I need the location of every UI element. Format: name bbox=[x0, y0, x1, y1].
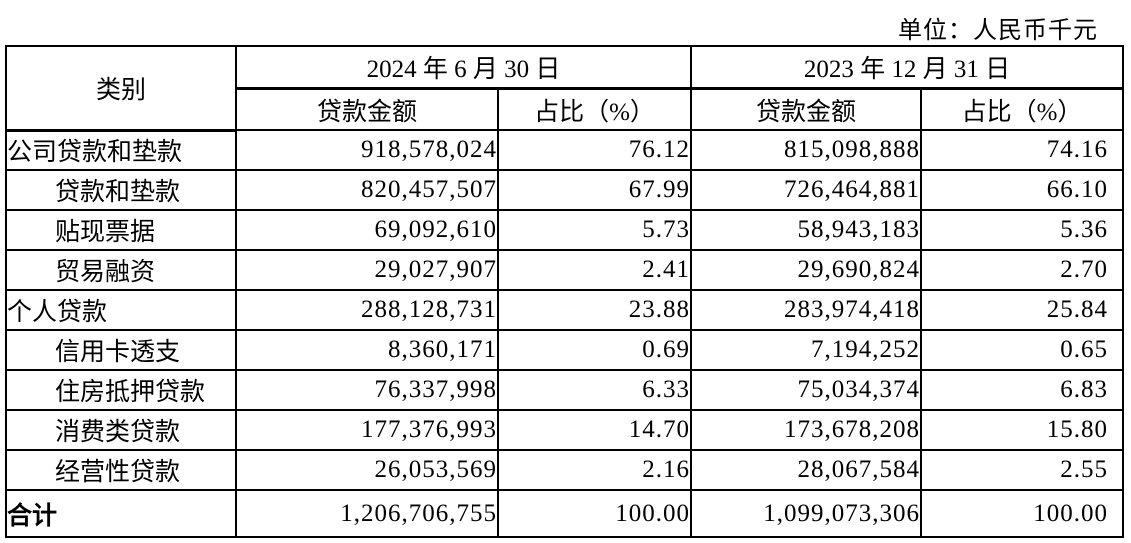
table-row: 贷款和垫款 820,457,507 67.99 726,464,881 66.1… bbox=[5, 169, 1125, 211]
category-cell: 信用卡透支 bbox=[5, 329, 237, 371]
header-loan-amount-2023: 贷款金额 bbox=[690, 87, 923, 131]
loan-amount-2024-cell: 177,376,993 bbox=[235, 409, 499, 451]
percentage-2023-cell: 74.16 bbox=[920, 129, 1125, 171]
percentage-2024-cell: 67.99 bbox=[496, 169, 693, 211]
percentage-2024-cell: 14.70 bbox=[496, 409, 693, 451]
table-row: 住房抵押贷款 76,337,998 6.33 75,034,374 6.83 bbox=[5, 369, 1125, 411]
unit-label: 单位：人民币千元 bbox=[898, 18, 1098, 44]
percentage-2024-cell: 76.12 bbox=[496, 129, 693, 171]
loan-amount-2024-cell: 26,053,569 bbox=[235, 449, 499, 491]
loan-breakdown-table: 类别 2024 年 6 月 30 日 2023 年 12 月 31 日 贷款金额… bbox=[5, 45, 1125, 538]
loan-amount-2023-cell: 1,099,073,306 bbox=[690, 489, 923, 538]
table-row: 经营性贷款 26,053,569 2.16 28,067,584 2.55 bbox=[5, 449, 1125, 491]
header-period-2023: 2023 年 12 月 31 日 bbox=[690, 45, 1125, 90]
loan-amount-2023-cell: 58,943,183 bbox=[690, 209, 923, 251]
table-row: 公司贷款和垫款 918,578,024 76.12 815,098,888 74… bbox=[5, 129, 1125, 171]
loan-amount-2023-cell: 75,034,374 bbox=[690, 369, 923, 411]
table-row: 信用卡透支 8,360,171 0.69 7,194,252 0.65 bbox=[5, 329, 1125, 371]
percentage-2024-cell: 23.88 bbox=[496, 289, 693, 331]
loan-amount-2023-cell: 283,974,418 bbox=[690, 289, 923, 331]
percentage-2023-cell: 15.80 bbox=[920, 409, 1125, 451]
category-cell: 合计 bbox=[5, 489, 237, 538]
loan-amount-2023-cell: 173,678,208 bbox=[690, 409, 923, 451]
percentage-2024-cell: 2.41 bbox=[496, 249, 693, 291]
loan-amount-2024-cell: 918,578,024 bbox=[235, 129, 499, 171]
percentage-2023-cell: 66.10 bbox=[920, 169, 1125, 211]
category-cell: 经营性贷款 bbox=[5, 449, 237, 491]
percentage-2023-cell: 5.36 bbox=[920, 209, 1125, 251]
percentage-2023-cell: 2.55 bbox=[920, 449, 1125, 491]
category-cell: 住房抵押贷款 bbox=[5, 369, 237, 411]
table-row: 贴现票据 69,092,610 5.73 58,943,183 5.36 bbox=[5, 209, 1125, 251]
percentage-2024-cell: 0.69 bbox=[496, 329, 693, 371]
header-category: 类别 bbox=[5, 45, 237, 132]
category-cell: 贷款和垫款 bbox=[5, 169, 237, 211]
header-loan-amount-2024: 贷款金额 bbox=[235, 87, 499, 131]
loan-amount-2024-cell: 8,360,171 bbox=[235, 329, 499, 371]
table-header-period-row: 类别 2024 年 6 月 30 日 2023 年 12 月 31 日 bbox=[5, 45, 1125, 132]
loan-amount-2023-cell: 28,067,584 bbox=[690, 449, 923, 491]
category-cell: 消费类贷款 bbox=[5, 409, 237, 451]
table-row: 个人贷款 288,128,731 23.88 283,974,418 25.84 bbox=[5, 289, 1125, 331]
category-cell: 贴现票据 bbox=[5, 209, 237, 251]
header-percentage-2023: 占比（%） bbox=[920, 87, 1125, 131]
percentage-2024-cell: 100.00 bbox=[496, 489, 693, 538]
category-cell: 个人贷款 bbox=[5, 289, 237, 331]
loan-amount-2023-cell: 726,464,881 bbox=[690, 169, 923, 211]
percentage-2023-cell: 6.83 bbox=[920, 369, 1125, 411]
percentage-2023-cell: 0.65 bbox=[920, 329, 1125, 371]
loan-amount-2024-cell: 1,206,706,755 bbox=[235, 489, 499, 538]
table-row: 贸易融资 29,027,907 2.41 29,690,824 2.70 bbox=[5, 249, 1125, 291]
percentage-2023-cell: 100.00 bbox=[920, 489, 1125, 538]
loan-amount-2024-cell: 820,457,507 bbox=[235, 169, 499, 211]
loan-amount-2024-cell: 76,337,998 bbox=[235, 369, 499, 411]
category-cell: 贸易融资 bbox=[5, 249, 237, 291]
category-cell: 公司贷款和垫款 bbox=[5, 129, 237, 171]
percentage-2024-cell: 2.16 bbox=[496, 449, 693, 491]
loan-amount-2024-cell: 288,128,731 bbox=[235, 289, 499, 331]
percentage-2024-cell: 5.73 bbox=[496, 209, 693, 251]
loan-amount-2023-cell: 7,194,252 bbox=[690, 329, 923, 371]
table-header-subrow: 贷款金额 占比（%） 贷款金额 占比（%） bbox=[6, 87, 1125, 131]
loan-amount-2023-cell: 29,690,824 bbox=[690, 249, 923, 291]
table-row: 消费类贷款 177,376,993 14.70 173,678,208 15.8… bbox=[5, 409, 1125, 451]
percentage-2023-cell: 2.70 bbox=[920, 249, 1125, 291]
percentage-2024-cell: 6.33 bbox=[496, 369, 693, 411]
table-body: 公司贷款和垫款 918,578,024 76.12 815,098,888 74… bbox=[5, 129, 1125, 538]
loan-amount-2024-cell: 29,027,907 bbox=[235, 249, 499, 291]
percentage-2023-cell: 25.84 bbox=[920, 289, 1125, 331]
loan-amount-2024-cell: 69,092,610 bbox=[235, 209, 499, 251]
table-row: 合计 1,206,706,755 100.00 1,099,073,306 10… bbox=[5, 489, 1125, 538]
header-period-2024: 2024 年 6 月 30 日 bbox=[234, 45, 693, 90]
loan-amount-2023-cell: 815,098,888 bbox=[690, 129, 923, 171]
header-percentage-2024: 占比（%） bbox=[496, 87, 693, 131]
